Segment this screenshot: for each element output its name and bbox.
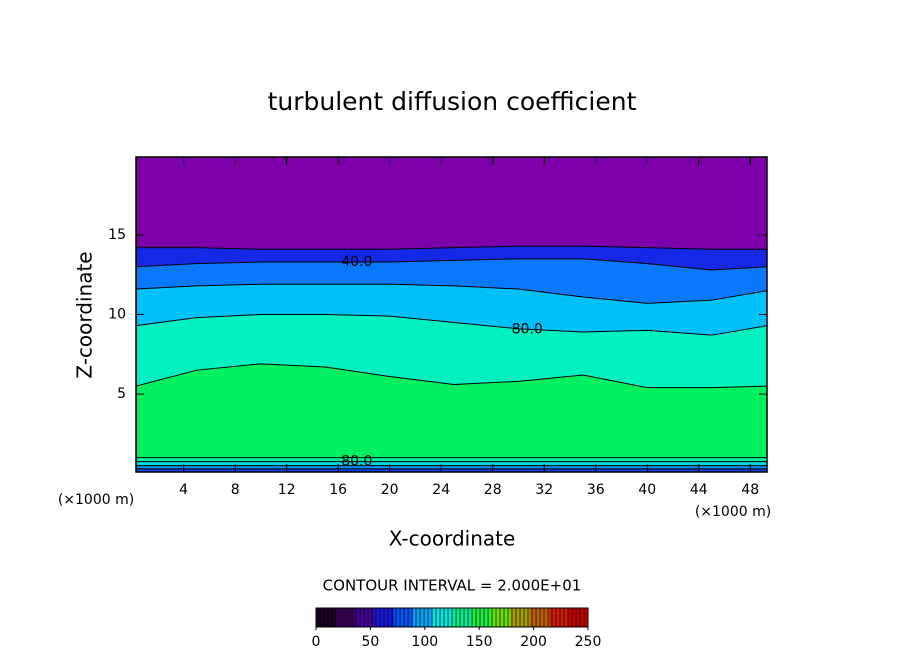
contour-line: [136, 314, 767, 336]
colorbar-tick-label: 50: [361, 634, 379, 650]
colorbar-swatch: [432, 608, 453, 627]
x-tick-label: 44: [690, 482, 708, 498]
colorbar-tick-label: 0: [312, 634, 321, 650]
colorbar-tick-label: 150: [466, 634, 493, 650]
colorbar-swatch: [393, 608, 414, 627]
x-tick-label: 40: [638, 482, 656, 498]
colorbar-swatch: [568, 608, 589, 627]
x-tick-label: 16: [329, 482, 347, 498]
colorbar-frame: [315, 607, 589, 628]
x-tick-label: 36: [587, 482, 605, 498]
x-tick-label: 32: [535, 482, 553, 498]
colorbar-tick-label: 250: [575, 634, 602, 650]
contour-line: [136, 258, 767, 271]
x-axis-label: X-coordinate: [389, 527, 516, 551]
contour-line: [136, 363, 767, 389]
contour-interval: CONTOUR INTERVAL = 2.000E+01: [323, 577, 582, 595]
x-tick-label: 24: [432, 482, 450, 498]
colorbar-tick-label: 200: [520, 634, 547, 650]
x-tick-label: 4: [179, 482, 188, 498]
x-tick-label: 12: [278, 482, 296, 498]
colorbar-swatch: [354, 608, 375, 627]
contour-band: [136, 363, 767, 472]
colorbar: 0 50 100 150 200 250: [312, 607, 602, 650]
plot-area: 40.0 80.0 80.0: [136, 157, 767, 472]
y-tick-label: 10: [108, 307, 126, 323]
contour-line: [136, 245, 767, 250]
x-tick-label: 8: [231, 482, 240, 498]
y-axis-label: Z-coordinate: [73, 251, 97, 378]
colorbar-swatch: [452, 608, 472, 627]
colorbar-swatch: [529, 608, 550, 627]
colorbar-swatch: [335, 608, 356, 627]
y-tick-label: 5: [117, 386, 126, 402]
x-tick-label: 20: [381, 482, 399, 498]
chart-title: turbulent diffusion coefficient: [268, 87, 637, 116]
contour-band: [136, 468, 767, 472]
x-unit-label: (×1000 m): [695, 504, 771, 520]
colorbar-swatch: [490, 608, 511, 627]
y-tick-label: 15: [108, 227, 126, 243]
colorbar-swatch: [471, 608, 492, 627]
colorbar-swatch: [316, 608, 336, 627]
x-tick-label: 28: [484, 482, 502, 498]
contour-label: 80.0: [512, 321, 543, 337]
contour-line: [136, 283, 767, 304]
contour-label: 40.0: [341, 254, 372, 270]
y-unit-label: (×1000 m): [58, 492, 134, 508]
x-tick-label: 48: [741, 482, 759, 498]
contour-label: 80.0: [341, 454, 372, 470]
colorbar-tick-label: 100: [411, 634, 438, 650]
